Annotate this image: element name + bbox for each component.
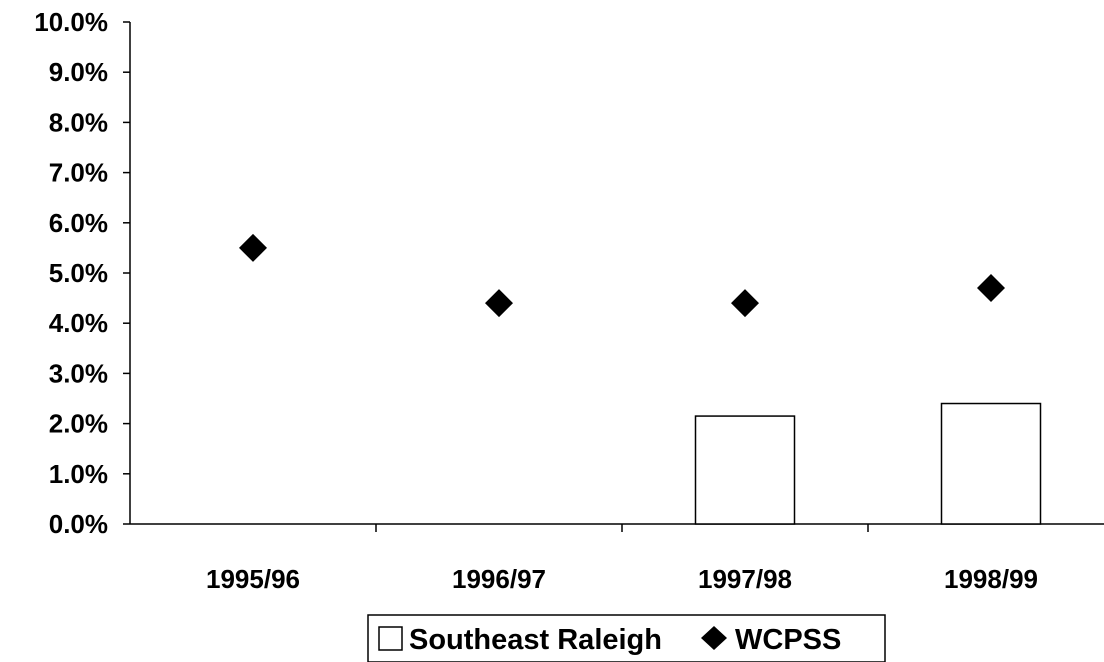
y-tick-label: 4.0% <box>49 308 108 338</box>
y-tick-label: 0.0% <box>49 509 108 539</box>
y-tick-label: 3.0% <box>49 358 108 388</box>
y-tick-label: 1.0% <box>49 459 108 489</box>
y-tick-label: 10.0% <box>34 7 108 37</box>
legend-swatch-wcpss <box>701 626 727 650</box>
y-tick-label: 5.0% <box>49 258 108 288</box>
marker-wcpss <box>977 274 1005 303</box>
x-tick-label: 1995/96 <box>206 564 300 594</box>
marker-wcpss <box>731 289 759 318</box>
marker-series-wcpss <box>239 233 1005 318</box>
legend-label-southeast-raleigh: Southeast Raleigh <box>409 624 662 656</box>
x-tick-labels: 1995/96 1996/97 1997/98 1998/99 <box>206 564 1038 594</box>
x-tick-label: 1996/97 <box>452 564 546 594</box>
bar-southeast-raleigh <box>940 402 1042 525</box>
y-tick-label: 8.0% <box>49 107 108 137</box>
bar-series-southeast-raleigh <box>694 402 1042 525</box>
y-tick-label: 2.0% <box>49 409 108 439</box>
marker-wcpss <box>485 289 513 318</box>
x-tick-label: 1997/98 <box>698 564 792 594</box>
y-tick-labels: 0.0% 1.0% 2.0% 3.0% 4.0% 5.0% 6.0% 7.0% 8.0% 9.0%… <box>34 7 108 539</box>
y-tick-label: 9.0% <box>49 57 108 87</box>
y-tick-label: 7.0% <box>49 158 108 188</box>
y-tick-label: 6.0% <box>49 208 108 238</box>
legend-swatch-southeast-raleigh <box>378 626 403 651</box>
x-tick-label: 1998/99 <box>944 564 1038 594</box>
marker-wcpss <box>239 233 267 262</box>
legend-box <box>367 614 886 662</box>
legend-label-wcpss: WCPSS <box>735 624 841 656</box>
legend: Southeast Raleigh WCPSS <box>367 614 886 662</box>
bar-southeast-raleigh <box>694 415 796 525</box>
